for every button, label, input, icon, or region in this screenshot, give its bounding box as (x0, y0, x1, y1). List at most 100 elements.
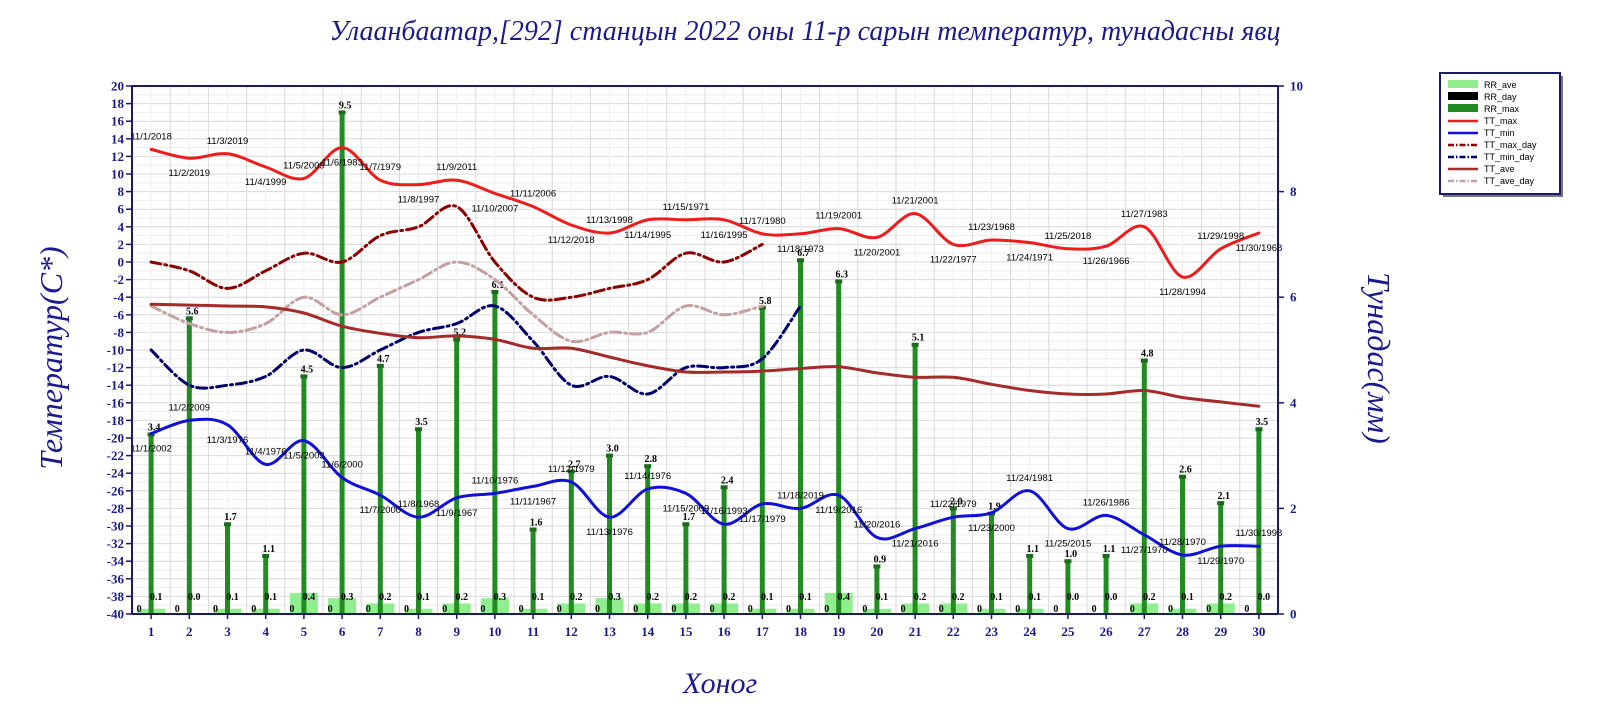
rr-ave-label: 0 (786, 604, 791, 615)
rr-ave-label: 0 (1168, 604, 1173, 615)
rr-ave-label: 0 (671, 604, 676, 615)
rr-ave-value-label: 0.4 (303, 592, 316, 603)
y2-tick-label: 0 (1290, 607, 1297, 622)
rr-ave-label: 0 (939, 604, 944, 615)
rr-max-bar (1027, 555, 1033, 614)
y-tick-label: 6 (118, 202, 125, 217)
rr-max-label: 2.7 (568, 459, 581, 470)
x-tick-label: 21 (909, 624, 922, 639)
rr-max-bar (339, 112, 345, 615)
y-tick-label: -20 (107, 431, 124, 446)
rr-ave-value-label: 0.0 (1258, 592, 1271, 603)
rr-max-label: 2.6 (1179, 465, 1192, 476)
x-tick-label: 12 (565, 624, 578, 639)
x-tick-label: 5 (301, 624, 308, 639)
rr-ave-label: 0 (519, 604, 524, 615)
rr-max-label: 3.0 (606, 444, 619, 455)
rr-max-bar (301, 376, 307, 614)
y2-tick-label: 10 (1290, 79, 1303, 94)
rr-max-bar (1218, 503, 1224, 614)
rr-max-bar-cap (415, 427, 422, 432)
rr-max-label: 1.0 (1065, 549, 1078, 560)
y-tick-label: -6 (113, 307, 124, 322)
y2-axis-title: Тунадас(мм) (1361, 272, 1397, 444)
rr-max-label: 4.7 (377, 354, 390, 365)
rr-ave-label: 0 (1092, 604, 1097, 615)
x-tick-label: 11 (527, 624, 539, 639)
rr-max-bar (263, 555, 269, 614)
tt-max-day-line (149, 204, 764, 302)
y-tick-label: -22 (107, 448, 124, 463)
tt-min-line (149, 417, 1261, 557)
tt-max-date-label: 11/5/2009 (283, 160, 325, 171)
rr-max-bar-cap (491, 289, 499, 294)
y-tick-label: 4 (118, 219, 125, 234)
legend: RR_ave RR_day RR_max TT_max TT_min TT_max_day… (1439, 72, 1563, 197)
rr-ave-label: 0 (748, 604, 753, 615)
y-tick-label: -34 (107, 554, 125, 569)
rr-max-bar-cap (338, 110, 346, 115)
y2-tick-label: 2 (1290, 501, 1297, 516)
rr-ave-label: 0 (251, 604, 256, 615)
rr-max-bar-cap (567, 469, 575, 474)
legend-label: TT_max_day (1484, 140, 1537, 150)
rr-ave-value-label: 0.3 (341, 592, 354, 603)
tt-max-date-label: 11/27/1983 (1121, 209, 1168, 220)
tt-min-date-label: 11/8/1968 (398, 499, 440, 510)
rr-max-bar (568, 471, 574, 614)
rr-max-bar-cap (606, 453, 613, 458)
rr-ave-value-label: 0.2 (646, 592, 659, 603)
rr-ave-value-label: 0.1 (1181, 592, 1194, 603)
rr-max-bar (836, 281, 842, 614)
tt-max-date-label: 11/28/1994 (1159, 287, 1206, 298)
tt-min-date-label: 11/21/2016 (892, 539, 939, 550)
rr-max-bar (912, 344, 918, 614)
x-tick-label: 10 (488, 624, 501, 639)
tt-min-date-label: 11/22/1979 (930, 499, 977, 510)
y-tick-label: -4 (113, 290, 124, 305)
y-tick-label: 8 (118, 184, 125, 199)
tt-min-date-label: 11/9/1967 (436, 508, 478, 519)
y-tick-label: -36 (107, 571, 125, 586)
x-tick-label: 14 (641, 624, 655, 639)
rr-max-bar (492, 291, 498, 614)
rr-max-bar (454, 339, 460, 614)
x-axis-title: Хоног (682, 667, 758, 700)
tt-min-date-label: 11/25/2015 (1044, 539, 1091, 550)
tt-min-date-label: 11/27/1970 (1121, 545, 1168, 556)
rr-ave-value-label: 0.2 (1143, 592, 1156, 603)
y-tick-label: -28 (107, 501, 125, 516)
x-tick-label: 13 (603, 624, 617, 639)
rr-max-bar (1141, 360, 1147, 614)
x-tick-label: 19 (832, 624, 846, 639)
x-tick-label: 15 (679, 624, 693, 639)
tt-max-date-label: 11/29/1998 (1197, 231, 1244, 242)
rr-max-bar (225, 524, 230, 614)
tt-min-date-label: 11/2/2009 (169, 402, 211, 413)
rr-max-label: 0.9 (874, 554, 887, 565)
rr-ave-value-label: 0.3 (494, 592, 507, 603)
y2-tick-label: 4 (1290, 395, 1297, 410)
legend-swatch (1448, 92, 1478, 100)
x-tick-label: 9 (453, 624, 460, 639)
rr-max-label: 3.5 (415, 417, 428, 428)
tt-min-date-label: 11/28/1970 (1159, 537, 1206, 548)
rr-max-label: 6.1 (492, 280, 505, 291)
y-tick-label: -16 (107, 395, 125, 410)
rr-ave-value-label: 0.0 (188, 592, 201, 603)
rr-max-label: 5.8 (759, 296, 772, 307)
tt-ave-day-line (149, 260, 764, 344)
rr-max-bar-cap (262, 553, 270, 558)
rr-max-label: 2.0 (950, 496, 963, 507)
tt-max-date-label: 11/26/1966 (1083, 256, 1130, 267)
rr-max-bar (1065, 561, 1071, 614)
y-tick-label: -40 (107, 607, 124, 622)
tt-min-date-label: 11/15/2009 (662, 503, 709, 514)
rr-max-bar-cap (185, 316, 193, 321)
rr-max-label: 5.2 (453, 327, 466, 338)
rr-max-label: 4.8 (1141, 349, 1154, 360)
legend-label: TT_min (1484, 128, 1515, 138)
rr-ave-label: 0 (901, 604, 906, 615)
y-tick-label: -12 (107, 360, 124, 375)
rr-max-label: 1.1 (262, 544, 275, 555)
